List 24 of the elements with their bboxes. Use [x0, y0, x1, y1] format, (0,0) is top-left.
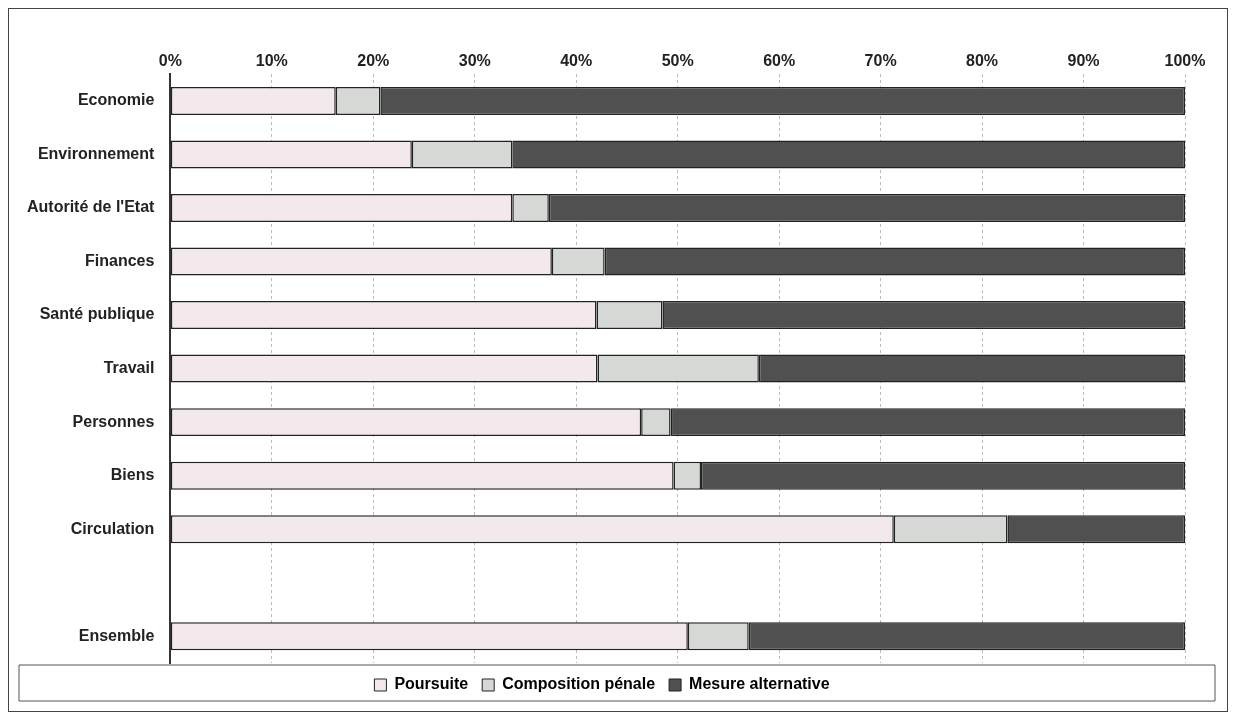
x-tick-label: 0% [158, 52, 182, 70]
y-tick-label: Circulation [70, 519, 155, 537]
legend-label: Composition pénale [502, 675, 656, 693]
x-tick-label: 100% [1164, 52, 1206, 70]
legend-label: Mesure alternative [689, 675, 830, 693]
x-tick-label: 30% [458, 52, 491, 70]
y-tick-label: Economie [77, 91, 155, 109]
x-tick-label: 70% [864, 52, 897, 70]
y-tick-label: Environnement [37, 144, 156, 162]
y-tick-label: Finances [85, 251, 155, 269]
y-tick-label: Ensemble [78, 626, 155, 644]
x-tick-label: 50% [661, 52, 694, 70]
y-tick-label: Travail [103, 359, 155, 377]
x-tick-label: 40% [560, 52, 593, 70]
x-tick-label: 20% [357, 52, 390, 70]
x-tick-label: 80% [966, 52, 999, 70]
x-tick-label: 10% [255, 52, 288, 70]
x-tick-label: 90% [1067, 52, 1100, 70]
y-tick-label: Personnes [72, 412, 155, 430]
y-tick-label: Santé publique [39, 305, 155, 323]
x-tick-label: 60% [763, 52, 796, 70]
y-tick-label: Autorité de l'Etat [26, 198, 156, 216]
y-tick-label: Biens [110, 466, 155, 484]
legend-label: Poursuite [394, 675, 469, 693]
